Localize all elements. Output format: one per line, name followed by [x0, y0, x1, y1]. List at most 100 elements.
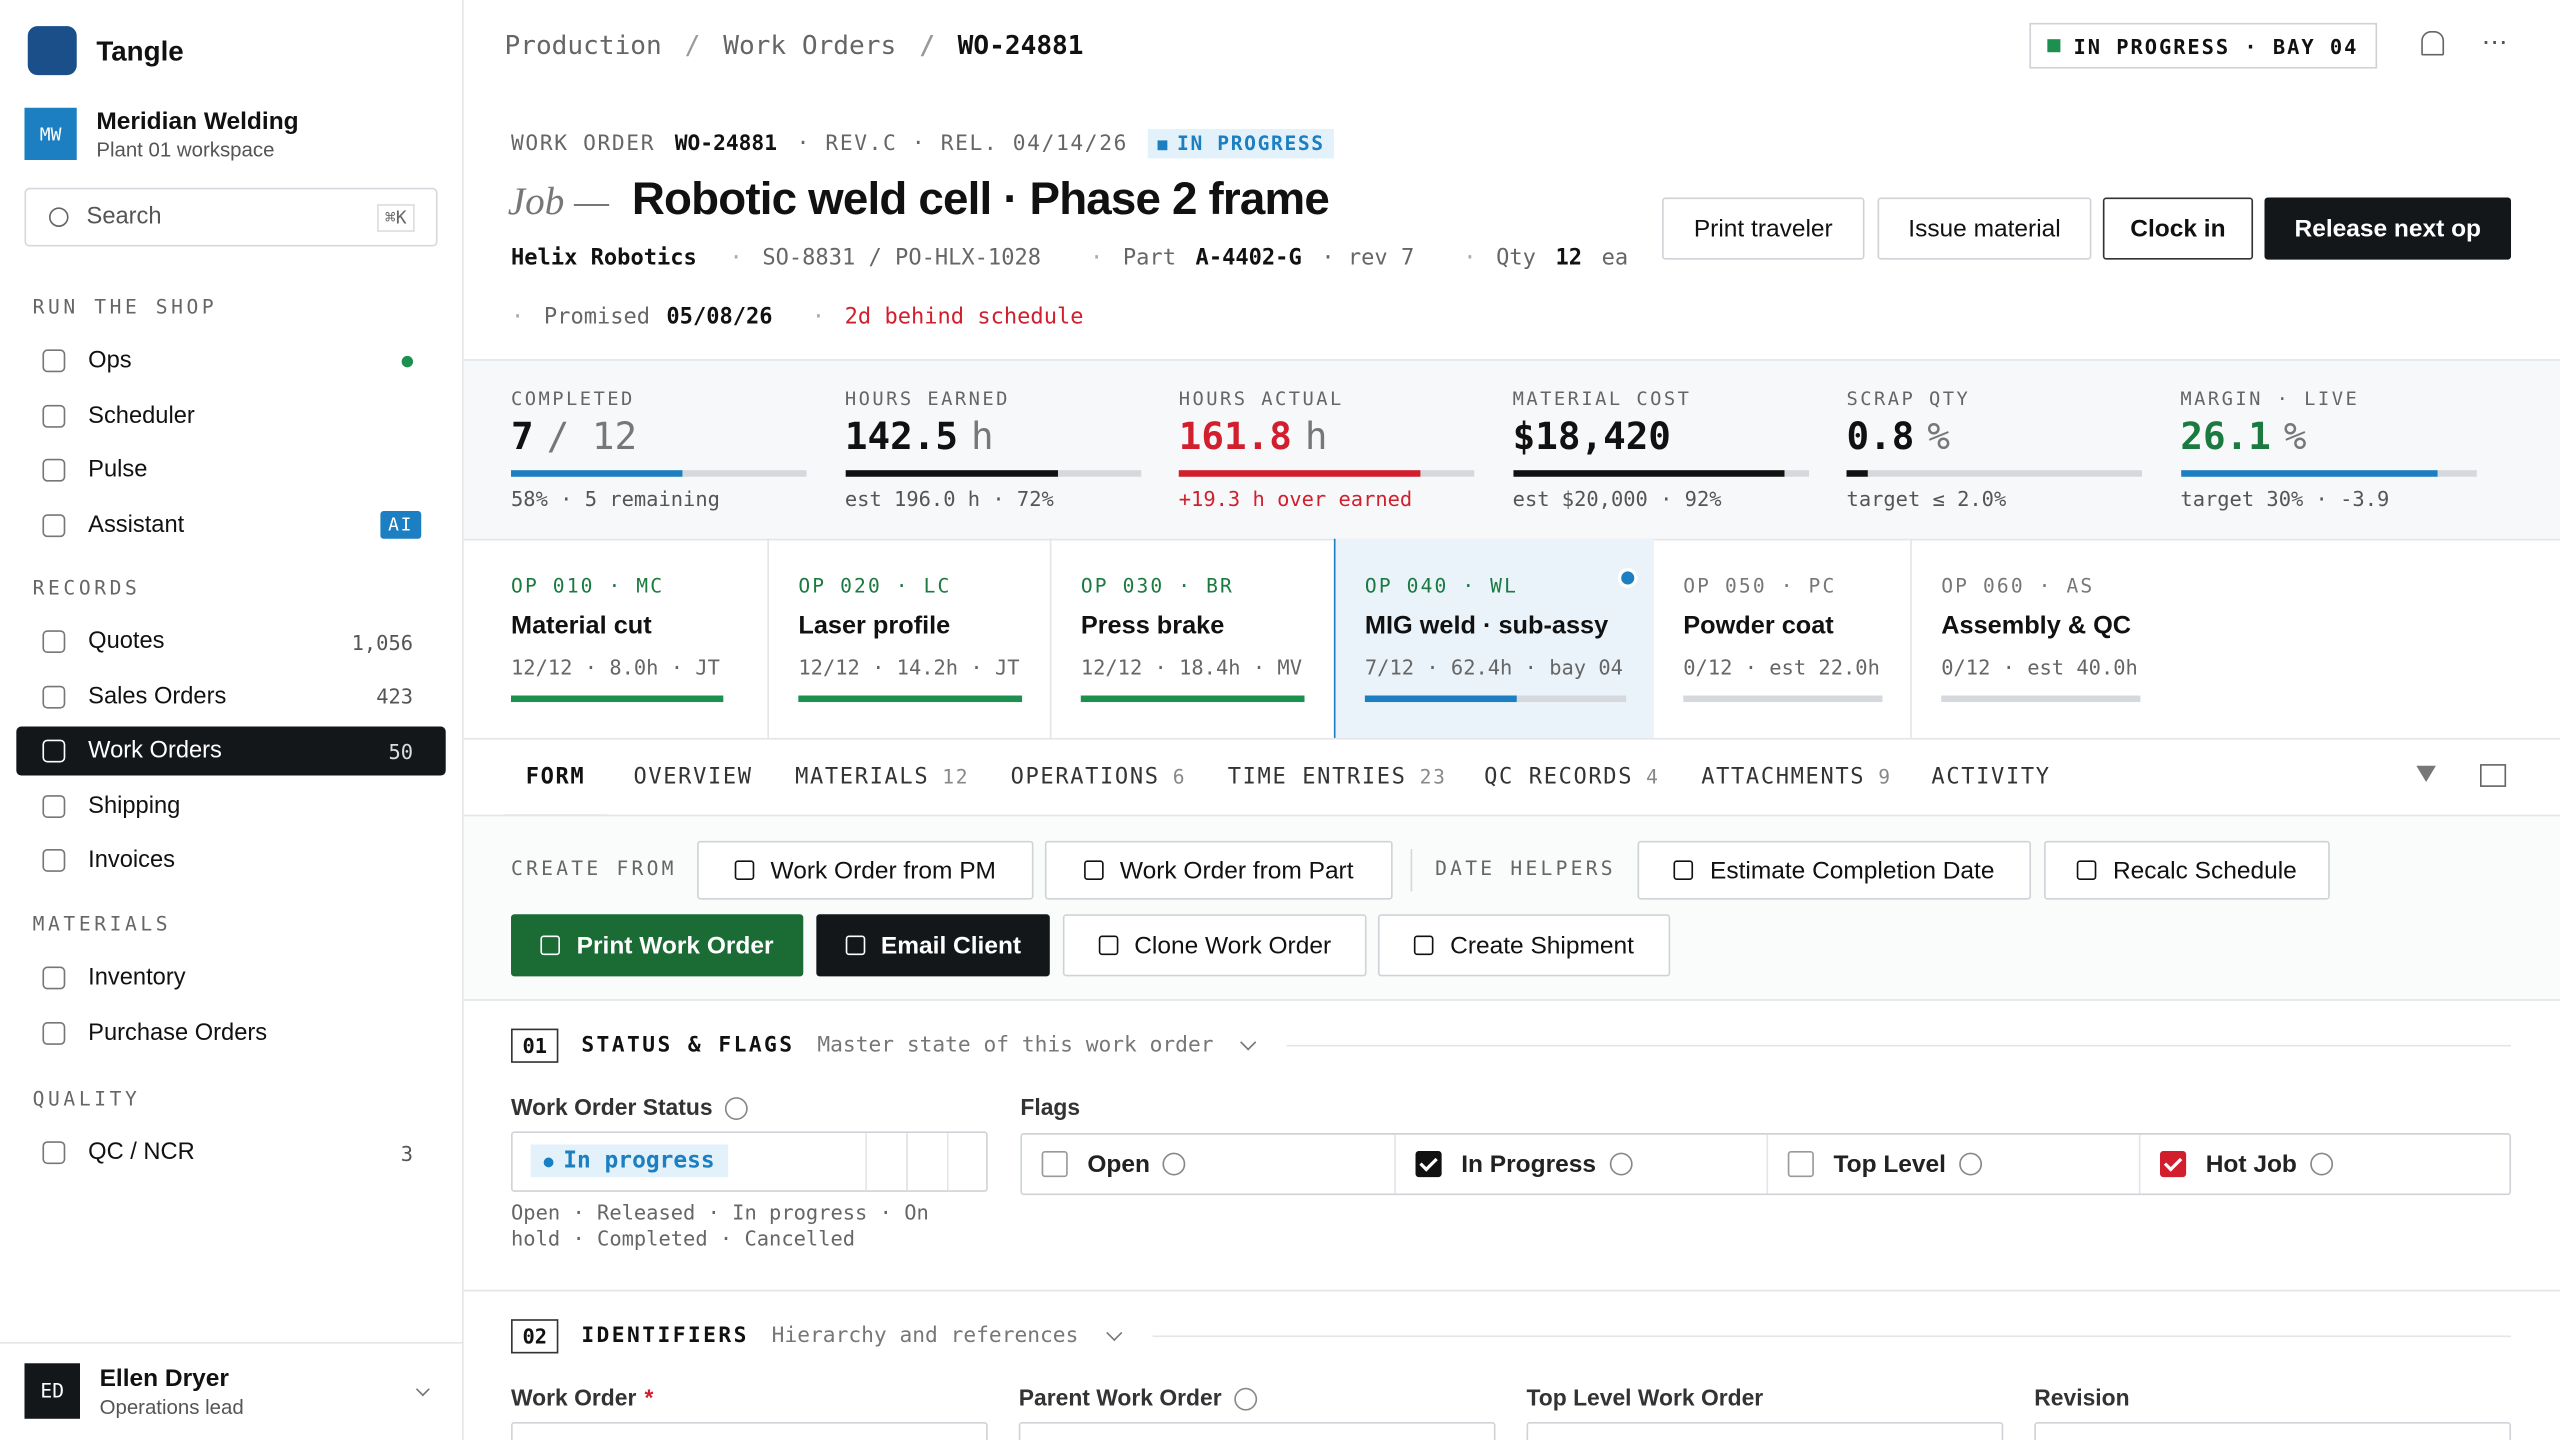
toolbar-button[interactable]: Work Order from Part [1044, 840, 1393, 900]
toolbar-button[interactable]: Recalc Schedule [2044, 840, 2330, 900]
job-title: Robotic weld cell · Phase 2 frame [631, 173, 1330, 224]
header-button[interactable]: Print traveler [1662, 197, 1865, 260]
toolbar-button[interactable]: Email Client [816, 914, 1050, 977]
button-label: Estimate Completion Date [1709, 856, 1995, 885]
sidebar: Tangle MW Meridian Welding Plant 01 work… [0, 0, 464, 1440]
nav-icon [42, 739, 66, 763]
refs: SO-8831 / PO-HLX-1028 [729, 245, 1041, 271]
input[interactable] [511, 1422, 988, 1440]
flag[interactable]: Open [1022, 1135, 1394, 1194]
nav-icon [42, 966, 66, 990]
operation[interactable]: OP 010 · MC Material cut 12/12 · 8.0h · JT [482, 538, 769, 738]
nav-item[interactable]: Scheduler [16, 391, 445, 440]
nav-item[interactable]: Inventory [16, 953, 445, 1002]
nav-item[interactable]: Shipping [16, 781, 445, 830]
breadcrumb-item[interactable]: Production [504, 29, 662, 61]
toolbar-button[interactable]: Create Shipment [1377, 914, 1671, 977]
field-label: Top Level Work Order [1527, 1384, 1764, 1410]
status-dot [401, 355, 414, 367]
nav-item[interactable]: Sales Orders 423 [16, 672, 445, 721]
header-button[interactable]: Issue material [1877, 197, 2092, 260]
kpi: HOURS ACTUAL 161.8 h +19.3 h over earned [1178, 361, 1512, 537]
header-button[interactable]: Clock in [2102, 197, 2254, 260]
toolbar-button[interactable]: Work Order from PM [697, 840, 1034, 900]
kpi: HOURS EARNED 142.5 h est 196.0 h · 72% [844, 361, 1178, 537]
op-code: OP 020 · LC [798, 574, 952, 598]
tab[interactable]: OPERATIONS 6 [1011, 740, 1187, 815]
section-number: 02 [511, 1319, 559, 1354]
qty-unit: ea [1601, 244, 1629, 272]
tab[interactable]: ACTIVITY [1931, 740, 2050, 815]
nav-item[interactable]: QC / NCR 3 [16, 1128, 445, 1177]
nav-count: 1,056 [351, 629, 414, 654]
button-label: Work Order from Part [1119, 856, 1354, 885]
nav-icon [42, 1141, 66, 1165]
button-label: Print Work Order [576, 931, 774, 960]
operation[interactable]: OP 020 · LC Laser profile 12/12 · 14.2h · … [769, 538, 1052, 738]
tab[interactable]: MATERIALS 12 [795, 740, 969, 815]
nav-icon [42, 404, 66, 427]
button-icon [1674, 860, 1694, 880]
bell[interactable] [2421, 31, 2445, 56]
tab[interactable]: QC RECORDS 4 [1484, 740, 1660, 815]
kpi-track [1178, 470, 1475, 477]
kpi-number: $18,420 [1512, 416, 1671, 459]
button-label: Email Client [880, 931, 1022, 960]
user-role: Operations lead [99, 1395, 244, 1419]
input[interactable] [1018, 1422, 1496, 1440]
flag[interactable]: In Progress [1394, 1134, 1768, 1194]
more-menu[interactable]: ⋯ [2481, 29, 2510, 58]
status-select[interactable]: In progress [511, 1131, 990, 1192]
search-box[interactable]: Search ⌘K [24, 187, 438, 247]
operation[interactable]: OP 060 · AS Assembly & QC 0/12 · est 40.0h [1912, 539, 2173, 738]
toolbar-label: DATE HELPERS [1435, 857, 1616, 880]
kpi-unit: h [971, 416, 994, 459]
nav-item[interactable]: Purchase Orders [16, 1008, 445, 1057]
kpi-unit: % [2283, 416, 2307, 459]
brand: Tangle [96, 35, 184, 67]
toolbar-button[interactable]: Print Work Order [511, 914, 804, 977]
tab[interactable]: FORM [504, 740, 607, 818]
input[interactable] [1526, 1422, 2004, 1440]
op-track [1941, 695, 2141, 703]
flag[interactable]: Hot Job [2138, 1134, 2513, 1194]
wo-id: WO-24881 [674, 131, 777, 156]
input[interactable] [2034, 1422, 2512, 1440]
chevron[interactable] [1240, 1034, 1257, 1051]
user-menu[interactable] [415, 1382, 430, 1397]
kpi-value: 7 / 12 [511, 416, 637, 458]
nav-item[interactable]: Work Orders 50 [16, 726, 446, 776]
nav-item[interactable]: Quotes 1,056 [16, 617, 445, 666]
kpi: COMPLETED 7 / 12 58% · 5 remaining [511, 361, 844, 537]
button-label: Create Shipment [1450, 931, 1634, 960]
header-button[interactable]: Release next op [2264, 197, 2512, 260]
info-icon [2309, 1152, 2333, 1176]
nav-item[interactable]: Ops [16, 336, 445, 385]
operation[interactable]: OP 040 · WL MIG weld · sub-assy 7/12 · 62.… [1333, 538, 1654, 738]
field-label: Work Order Status [511, 1094, 749, 1121]
filter-icon[interactable] [2416, 765, 2436, 783]
nav-item[interactable]: Pulse [16, 446, 445, 495]
kpi-band [463, 359, 2560, 541]
operation[interactable]: OP 030 · BR Press brake 12/12 · 18.4h · MV [1051, 539, 1333, 738]
toolbar-button[interactable]: Estimate Completion Date [1637, 840, 2032, 900]
kpi-unit: h [1304, 416, 1328, 459]
tab-count: 4 [1646, 765, 1660, 789]
operation[interactable]: OP 050 · PC Powder coat 0/12 · est 22.0h [1654, 538, 1912, 738]
breadcrumb-item[interactable]: Work Orders [662, 29, 896, 60]
columns-icon[interactable] [2480, 764, 2507, 787]
op-track [798, 695, 1023, 703]
kpi-label: MARGIN · LIVE [2180, 386, 2360, 410]
wo-meta: WORK ORDER WO-24881 · REV.C · REL. 04/14… [511, 128, 1335, 159]
chevron[interactable] [1105, 1324, 1122, 1342]
tab[interactable]: OVERVIEW [633, 740, 752, 815]
tab[interactable]: TIME ENTRIES 23 [1228, 740, 1447, 815]
kpi-number: 26.1 [2180, 416, 2271, 459]
nav-item[interactable]: Assistant AI [16, 500, 445, 549]
flag[interactable]: Top Level [1766, 1134, 2141, 1194]
label-text: Parent Work Order [1018, 1384, 1222, 1411]
tab[interactable]: ATTACHMENTS 9 [1701, 740, 1891, 815]
toolbar-button[interactable]: Clone Work Order [1062, 914, 1367, 977]
nav-item[interactable]: Invoices [16, 836, 445, 885]
user-avatar: ED [24, 1363, 80, 1419]
